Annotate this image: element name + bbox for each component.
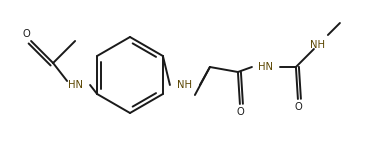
Text: NH: NH	[310, 40, 325, 50]
Text: HN: HN	[68, 80, 83, 90]
Text: O: O	[294, 102, 302, 112]
Text: O: O	[22, 29, 30, 39]
Text: NH: NH	[177, 80, 192, 90]
Text: O: O	[236, 107, 244, 117]
Text: HN: HN	[258, 62, 273, 72]
